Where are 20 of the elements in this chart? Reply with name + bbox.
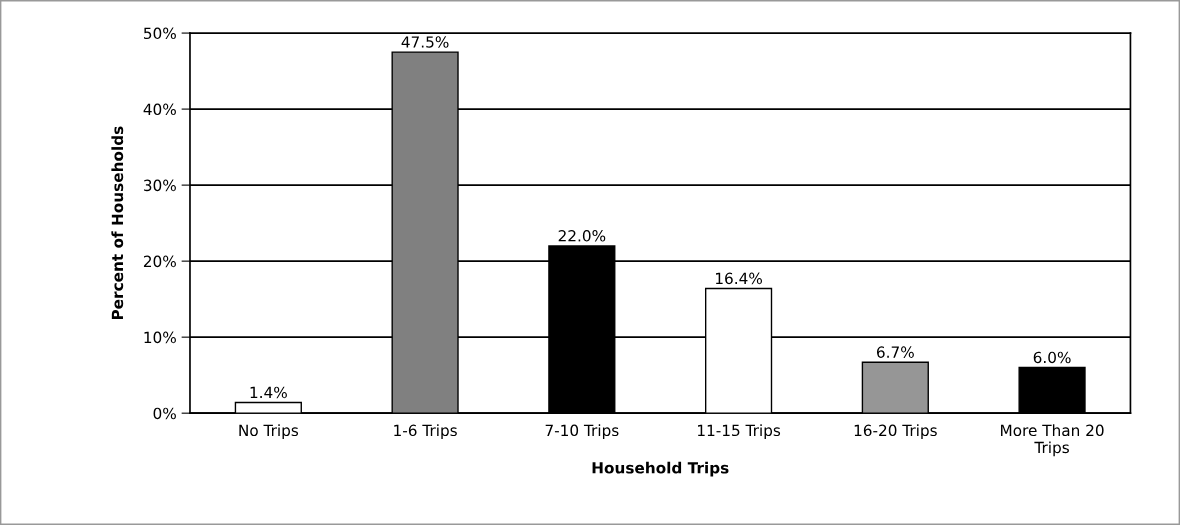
x-tick-label: More Than 20 Trips xyxy=(1001,424,1104,457)
y-tick-label: 20% xyxy=(143,255,176,268)
y-axis-title: Percent of Households xyxy=(111,126,124,320)
x-tick-label: 1-6 Trips xyxy=(394,424,457,440)
data-label: 16.4% xyxy=(715,272,763,285)
data-label: 22.0% xyxy=(558,230,606,242)
data-label: 6.0% xyxy=(1033,351,1071,364)
x-tick-label: 11-15 Trips xyxy=(698,424,781,440)
data-label: 6.7% xyxy=(876,346,914,358)
y-tick-label: 50% xyxy=(144,27,176,40)
x-axis-title: Household Trips xyxy=(592,461,729,477)
y-tick-label: 40% xyxy=(143,103,176,116)
y-tick-label: 0% xyxy=(153,407,176,420)
x-tick-label: 16-20 Trips xyxy=(854,424,937,440)
data-label: 1.4% xyxy=(250,386,287,399)
y-tick-label: 10% xyxy=(144,331,176,344)
x-tick-label: 7-10 Trips xyxy=(545,424,619,440)
y-tick-label: 30% xyxy=(143,179,176,192)
data-label: 47.5% xyxy=(401,36,449,48)
x-tick-label: No Trips xyxy=(239,424,299,440)
